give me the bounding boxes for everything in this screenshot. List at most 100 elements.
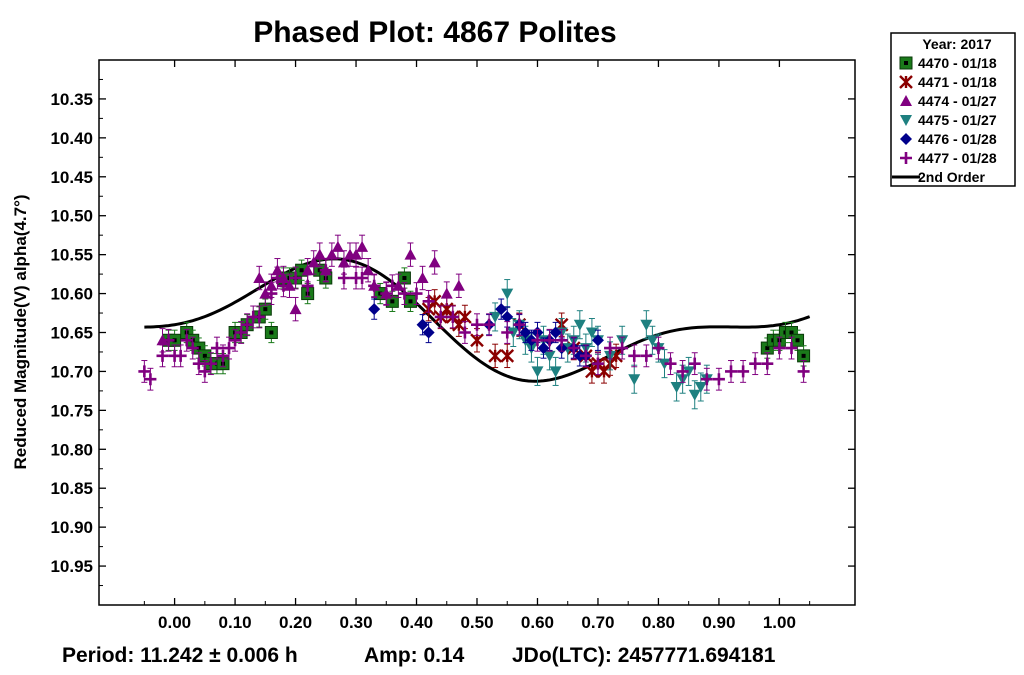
marker-square-core <box>390 299 395 304</box>
marker-plus <box>567 342 580 355</box>
marker-plus <box>223 342 236 355</box>
y-tick-label: 10.70 <box>50 362 93 381</box>
y-axis-label: Reduced Magnitude(V) alpha(4.7°) <box>11 194 30 469</box>
fit-curve-2nd-order <box>144 257 811 383</box>
marker-square-core <box>263 307 268 312</box>
marker-plus <box>235 326 248 339</box>
data-point <box>513 313 526 337</box>
marker-triangle-down <box>646 335 659 347</box>
data-point <box>471 313 483 337</box>
data-point <box>573 345 586 367</box>
data-point <box>301 274 314 298</box>
epoch-readout: JDo(LTC): 2457771.694181 <box>512 644 776 667</box>
marker-square-core <box>904 61 908 65</box>
data-point <box>573 310 586 340</box>
marker-plus <box>676 365 689 378</box>
marker-plus <box>162 334 175 347</box>
marker-square-core <box>801 353 806 358</box>
data-point <box>549 321 562 344</box>
y-tick-label: 10.65 <box>50 324 93 343</box>
marker-plus <box>785 342 798 355</box>
marker-plus <box>543 334 556 347</box>
y-tick-label: 10.75 <box>50 401 93 420</box>
data-point <box>156 344 169 368</box>
data-point <box>368 298 381 320</box>
marker-triangle-up <box>416 272 429 283</box>
marker-triangle-up <box>307 256 320 268</box>
x-tick-label: 0.60 <box>521 613 554 632</box>
marker-plus <box>253 310 266 323</box>
marker-square-core <box>269 330 274 335</box>
marker-plus <box>289 272 302 284</box>
data-point <box>229 328 242 352</box>
y-tick-label: 10.55 <box>50 246 93 265</box>
data-point <box>664 352 677 376</box>
marker-plus <box>900 152 912 164</box>
data-point <box>658 349 671 379</box>
marker-plus <box>265 287 278 300</box>
data-point <box>652 336 665 360</box>
marker-triangle-down <box>501 288 514 300</box>
series-diamond <box>368 298 604 367</box>
data-point <box>682 356 695 386</box>
data-point <box>204 352 217 376</box>
data-point <box>446 305 459 329</box>
data-point <box>500 343 515 369</box>
data-point <box>495 298 508 320</box>
data-point <box>319 258 332 282</box>
marker-square-core <box>202 353 207 358</box>
marker-triangle-down <box>507 327 520 339</box>
data-point <box>258 298 272 320</box>
marker-triangle-down <box>694 382 707 393</box>
marker-diamond <box>495 303 508 316</box>
y-tick-label: 10.60 <box>50 285 93 304</box>
marker-triangle-up <box>350 248 363 260</box>
data-point <box>591 329 604 351</box>
data-point <box>138 360 151 383</box>
x-tick-label: 0.10 <box>219 613 252 632</box>
marker-square-core <box>299 268 304 273</box>
marker-square-core <box>795 338 800 343</box>
data-point <box>519 321 532 344</box>
x-tick-label: 0.00 <box>158 613 191 632</box>
marker-diamond <box>525 334 538 347</box>
x-tick-label: 1.00 <box>763 613 796 632</box>
marker-asterisk <box>899 75 913 89</box>
x-tick-label: 0.40 <box>400 613 433 632</box>
marker-triangle-up <box>452 279 465 291</box>
data-point <box>180 328 193 352</box>
marker-plus <box>422 295 435 308</box>
marker-diamond <box>519 326 532 339</box>
marker-plus <box>319 264 332 277</box>
x-tick-label: 0.20 <box>279 613 312 632</box>
legend-entry-label: 4477 - 01/28 <box>918 150 997 166</box>
data-point <box>749 352 762 376</box>
marker-triangle-down <box>585 327 598 339</box>
marker-plus <box>434 310 447 323</box>
x-axis-ticks: 0.00 0.10 0.20 0.30 0.40 0.50 0.60 0.70 0.80 0.90… <box>143 60 811 632</box>
marker-triangle-down <box>670 382 683 393</box>
marker-diamond <box>422 326 435 339</box>
marker-plus <box>616 342 629 355</box>
data-point <box>440 281 453 306</box>
marker-plus <box>797 365 810 378</box>
marker-square-core <box>789 330 794 335</box>
data-point <box>313 242 326 267</box>
marker-plus <box>501 326 514 339</box>
data-point <box>694 372 707 402</box>
data-point <box>356 234 369 260</box>
marker-triangle-down <box>640 319 653 331</box>
data-point <box>216 344 229 368</box>
marker-triangle-up <box>900 95 912 106</box>
marker-asterisk <box>500 349 515 363</box>
x-tick-label: 0.30 <box>339 613 372 632</box>
marker-plus <box>368 279 381 292</box>
marker-plus <box>531 334 544 347</box>
data-point <box>331 234 344 260</box>
data-point <box>386 274 399 298</box>
marker-triangle-up <box>253 272 266 283</box>
marker-plus <box>604 342 617 355</box>
data-point <box>422 289 435 313</box>
data-point <box>646 325 659 355</box>
legend-entry: 2nd Order <box>892 169 985 185</box>
